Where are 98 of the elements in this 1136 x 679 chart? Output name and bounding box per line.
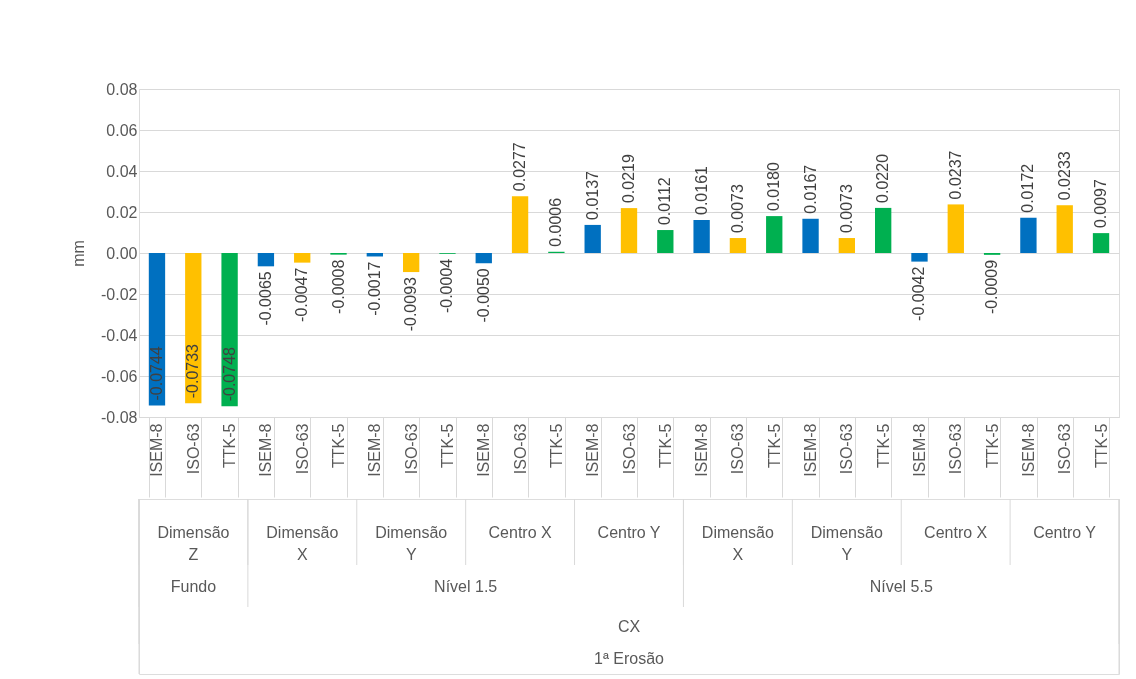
data-label: 0.0073 — [728, 184, 746, 234]
text: Dimensão X — [266, 524, 339, 563]
x-tick-label: ISO-63 — [620, 423, 638, 475]
x-tick-label: TTK-5 — [438, 423, 456, 468]
text: Centro X — [488, 524, 553, 541]
data-label: 0.0233 — [1055, 151, 1073, 201]
bar — [294, 253, 311, 263]
y-tick-label: -0.08 — [101, 408, 138, 426]
x-tick-label: ISO-63 — [402, 423, 420, 475]
y-tick-label: 0.00 — [106, 244, 138, 262]
bar — [947, 204, 964, 253]
data-label: 0.0161 — [692, 165, 710, 215]
x-tick-label: TTK-5 — [1092, 423, 1110, 468]
data-label: 0.0167 — [801, 164, 819, 214]
bar — [1092, 233, 1110, 253]
text: Dimensão X — [701, 524, 775, 563]
data-label: 0.0172 — [1019, 163, 1037, 213]
y-tick-label: 0.06 — [106, 121, 138, 139]
text: Fundo — [170, 578, 217, 595]
data-label: -0.0093 — [402, 276, 420, 332]
x-tick-label: TTK-5 — [656, 423, 674, 468]
y-tick-label: -0.02 — [101, 285, 138, 303]
bar — [1020, 217, 1037, 253]
bar — [620, 208, 638, 253]
x-tick-label: ISEM-8 — [148, 423, 166, 477]
y-tick-label: 0.08 — [106, 80, 138, 98]
x-tick-label: ISEM-8 — [1019, 423, 1037, 477]
x-tick-label: ISO-63 — [1056, 423, 1074, 475]
x-tick-label: ISEM-8 — [584, 423, 602, 477]
text: Dimensão Z — [157, 524, 230, 563]
text: Centro Y — [1033, 524, 1097, 541]
bar — [838, 238, 856, 253]
data-label: 0.0006 — [547, 197, 565, 247]
data-label: -0.0042 — [910, 266, 928, 321]
bar — [221, 253, 238, 407]
x-tick-label: ISO-63 — [511, 423, 529, 475]
x-tick-label: TTK-5 — [221, 423, 239, 468]
y-axis-title: mm — [70, 240, 88, 267]
x-tick-label: ISO-63 — [184, 423, 202, 475]
y-tick-label: 0.02 — [106, 203, 138, 221]
bar — [875, 207, 892, 253]
text: Dimensão Y — [810, 524, 883, 563]
x-tick-label: ISO-63 — [729, 423, 747, 475]
data-label: -0.0050 — [474, 268, 492, 323]
x-tick-label: ISO-63 — [838, 423, 856, 475]
data-label: 0.0097 — [1092, 179, 1110, 229]
x-tick-label: ISEM-8 — [366, 423, 384, 477]
bar — [475, 253, 492, 264]
x-tick-label: ISEM-8 — [257, 423, 275, 477]
text: CX — [617, 618, 641, 635]
x-tick-label: ISEM-8 — [802, 423, 820, 477]
bar — [584, 224, 601, 253]
data-label: -0.0009 — [983, 259, 1001, 315]
x-tick-label: TTK-5 — [547, 423, 565, 468]
text: 1ª Erosão — [594, 650, 665, 667]
bar — [511, 196, 529, 253]
data-label: 0.0073 — [837, 184, 855, 234]
text: Nível 5.5 — [869, 578, 933, 595]
data-label: 0.0220 — [874, 153, 892, 203]
bar — [1056, 205, 1073, 253]
data-label: 0.0180 — [765, 162, 783, 212]
x-tick-label: ISEM-8 — [693, 423, 711, 477]
bar — [802, 218, 819, 253]
data-label: -0.0733 — [184, 343, 202, 399]
text: Dimensão Y — [375, 524, 448, 563]
y-tick-label: -0.04 — [101, 326, 138, 344]
x-tick-label: TTK-5 — [765, 423, 783, 468]
bar — [693, 220, 710, 253]
data-label: -0.0017 — [365, 261, 383, 316]
x-tick-label: ISEM-8 — [910, 423, 928, 477]
data-label: -0.0065 — [256, 271, 274, 326]
data-label: 0.0112 — [656, 177, 674, 226]
bar — [657, 230, 674, 253]
bar — [257, 253, 275, 267]
x-tick-label: ISO-63 — [947, 423, 965, 475]
text: Centro Y — [597, 524, 661, 541]
bar — [402, 253, 420, 273]
y-tick-label: -0.06 — [101, 367, 138, 385]
bar — [729, 238, 747, 253]
data-label: -0.0748 — [220, 346, 238, 402]
bar — [911, 253, 928, 262]
x-tick-label: TTK-5 — [330, 423, 348, 468]
data-label: 0.0237 — [946, 150, 964, 200]
bar — [766, 216, 783, 253]
data-label: -0.0047 — [293, 267, 311, 322]
y-tick-label: 0.04 — [106, 162, 138, 180]
x-tick-label: TTK-5 — [874, 423, 892, 468]
data-label: -0.0004 — [438, 258, 456, 314]
x-tick-label: ISEM-8 — [475, 423, 493, 477]
text: Nível 1.5 — [434, 578, 498, 595]
x-tick-label: ISO-63 — [293, 423, 311, 475]
data-label: -0.0744 — [147, 346, 165, 401]
text: Centro X — [924, 524, 988, 541]
data-label: 0.0277 — [511, 142, 529, 192]
data-label: 0.0137 — [583, 170, 601, 220]
x-tick-label: TTK-5 — [983, 423, 1001, 468]
data-label: 0.0219 — [620, 154, 637, 204]
data-label: -0.0008 — [329, 259, 347, 314]
